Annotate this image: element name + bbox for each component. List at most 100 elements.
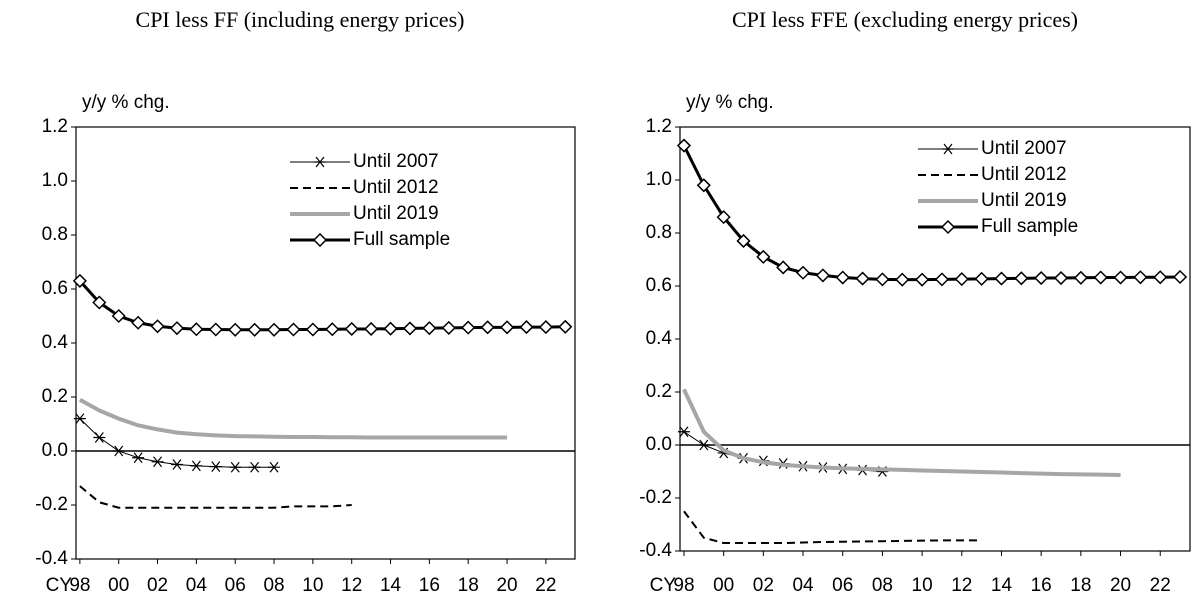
marker-star bbox=[112, 445, 125, 457]
marker-diamond bbox=[716, 210, 731, 225]
legend-label: Full sample bbox=[353, 229, 450, 250]
y-tick-label: 0.6 bbox=[646, 275, 672, 296]
x-tick-label: 14 bbox=[991, 575, 1013, 596]
marker-diamond bbox=[895, 272, 910, 287]
marker-diamond bbox=[422, 321, 437, 336]
marker-star bbox=[132, 452, 145, 464]
marker-star bbox=[942, 143, 954, 155]
x-tick-label: 16 bbox=[1031, 575, 1052, 596]
series-line bbox=[682, 144, 1181, 282]
x-axis-label: CY bbox=[650, 575, 677, 596]
legend-label: Until 2012 bbox=[353, 177, 439, 198]
marker-star bbox=[268, 461, 281, 473]
marker-star bbox=[677, 426, 690, 438]
x-tick-label: 12 bbox=[951, 575, 972, 596]
marker-diamond bbox=[344, 321, 359, 337]
y-tick-label: 0.4 bbox=[42, 332, 69, 353]
y-tick-label: -0.2 bbox=[639, 487, 672, 508]
marker-diamond bbox=[815, 268, 830, 283]
marker-diamond bbox=[499, 320, 515, 335]
series-line bbox=[682, 388, 1121, 477]
marker-diamond bbox=[150, 319, 165, 334]
marker-diamond bbox=[208, 322, 223, 337]
legend-label: Full sample bbox=[981, 216, 1078, 237]
marker-diamond bbox=[1113, 270, 1128, 285]
x-tick-label: 20 bbox=[1110, 575, 1131, 596]
marker-diamond bbox=[111, 308, 126, 324]
x-tick-label: 04 bbox=[186, 575, 208, 596]
marker-star bbox=[229, 461, 242, 473]
marker-diamond bbox=[994, 271, 1009, 286]
marker-star bbox=[248, 461, 261, 473]
x-tick-label: 12 bbox=[341, 575, 362, 596]
marker-diamond bbox=[286, 322, 301, 337]
marker-diamond bbox=[461, 320, 476, 335]
marker-diamond bbox=[538, 320, 553, 335]
marker-diamond bbox=[266, 322, 282, 337]
marker-star bbox=[697, 439, 710, 451]
x-tick-label: 04 bbox=[792, 575, 814, 596]
x-tick-label: 16 bbox=[419, 575, 440, 596]
marker-diamond bbox=[519, 320, 534, 335]
y-tick-label: 0.8 bbox=[42, 224, 68, 245]
marker-diamond bbox=[696, 178, 711, 193]
x-tick-label: 18 bbox=[458, 575, 479, 596]
x-tick-label: 00 bbox=[108, 575, 129, 596]
marker-diamond bbox=[915, 272, 930, 287]
marker-diamond bbox=[312, 232, 328, 248]
marker-diamond bbox=[776, 260, 791, 275]
marker-diamond bbox=[1153, 270, 1168, 285]
y-tick-label: 0.0 bbox=[646, 434, 672, 455]
x-tick-label: 22 bbox=[1150, 575, 1171, 596]
marker-diamond bbox=[736, 233, 751, 249]
marker-diamond bbox=[1014, 271, 1029, 286]
marker-diamond bbox=[676, 138, 692, 153]
marker-diamond bbox=[228, 322, 243, 337]
marker-star bbox=[190, 460, 203, 472]
x-tick-label: 02 bbox=[753, 575, 774, 596]
x-tick-label: 06 bbox=[832, 575, 853, 596]
marker-diamond bbox=[558, 319, 573, 334]
legend-label: Until 2019 bbox=[353, 203, 439, 224]
marker-star bbox=[209, 461, 222, 473]
marker-diamond bbox=[1053, 270, 1069, 286]
marker-diamond bbox=[325, 322, 340, 337]
marker-diamond bbox=[756, 249, 771, 264]
marker-diamond bbox=[441, 320, 456, 335]
y-tick-label: 0.2 bbox=[646, 381, 672, 402]
x-tick-label: 10 bbox=[912, 575, 933, 596]
chart-title: CPI less FF (including energy prices) bbox=[136, 7, 465, 32]
y-axis-label: y/y % chg. bbox=[686, 92, 774, 113]
legend-label: Until 2007 bbox=[353, 151, 439, 172]
marker-diamond bbox=[131, 315, 146, 330]
marker-diamond bbox=[1093, 270, 1108, 285]
legend-label: Until 2012 bbox=[981, 164, 1067, 185]
marker-diamond bbox=[402, 321, 418, 336]
marker-diamond bbox=[934, 272, 950, 287]
marker-diamond bbox=[795, 265, 811, 280]
y-tick-label: 1.2 bbox=[42, 116, 68, 137]
marker-diamond bbox=[1073, 270, 1088, 285]
x-tick-label: 20 bbox=[496, 575, 517, 596]
x-tick-label: 08 bbox=[263, 575, 284, 596]
legend-label: Until 2007 bbox=[981, 138, 1067, 159]
plot-frame bbox=[679, 126, 1191, 552]
y-tick-label: 0.6 bbox=[42, 278, 68, 299]
chart-title: CPI less FFE (excluding energy prices) bbox=[732, 7, 1078, 32]
marker-diamond bbox=[480, 320, 495, 335]
series-line bbox=[78, 397, 508, 440]
marker-star bbox=[314, 156, 326, 168]
marker-diamond bbox=[1173, 269, 1188, 285]
y-tick-label: -0.4 bbox=[639, 540, 672, 561]
x-axis-label: CY bbox=[46, 575, 73, 596]
marker-diamond bbox=[835, 270, 850, 285]
marker-diamond bbox=[305, 322, 320, 337]
y-tick-label: 1.0 bbox=[42, 170, 68, 191]
x-tick-label: 00 bbox=[713, 575, 734, 596]
y-axis-label: y/y % chg. bbox=[82, 92, 170, 113]
marker-diamond bbox=[974, 271, 989, 286]
y-tick-label: -0.2 bbox=[35, 494, 68, 515]
series-line bbox=[79, 418, 275, 468]
y-tick-label: 0.2 bbox=[42, 386, 68, 407]
